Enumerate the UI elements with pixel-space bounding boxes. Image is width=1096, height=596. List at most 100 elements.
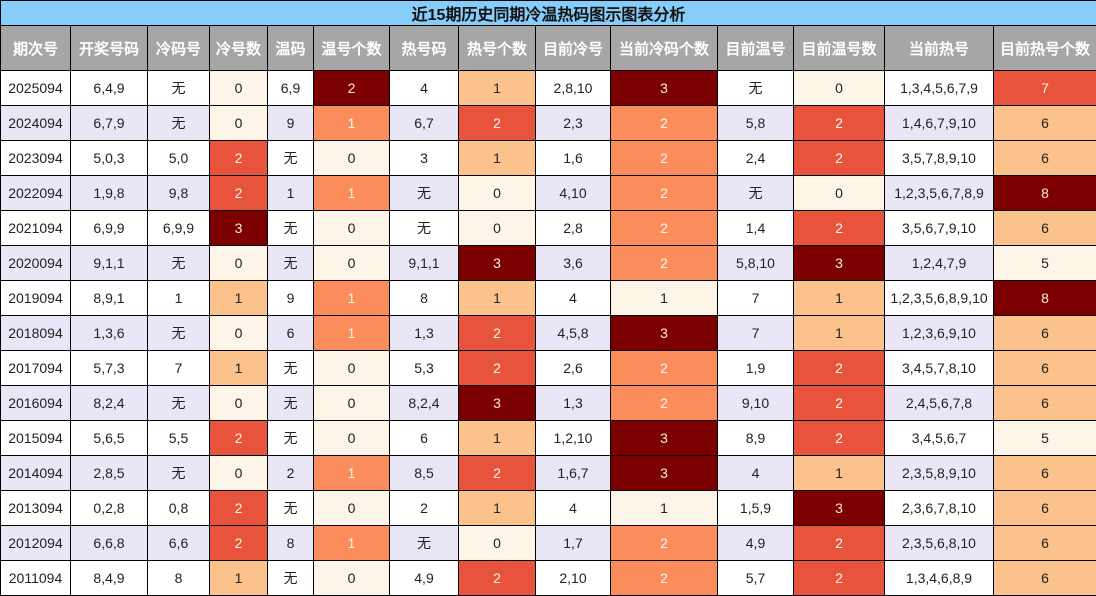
- cell-current-hot-count: 6: [994, 561, 1096, 596]
- cell-warm-count: 0: [314, 491, 390, 526]
- cell-cold: 7: [148, 351, 210, 386]
- cell-warm: 9: [268, 281, 314, 316]
- cell-current-warm: 9,10: [718, 386, 794, 421]
- cell-current-warm-count: 3: [794, 491, 885, 526]
- cell-current-warm: 无: [718, 71, 794, 106]
- cell-cold-count: 1: [210, 561, 268, 596]
- cell-warm-count: 1: [314, 106, 390, 141]
- cell-current-warm-count: 2: [794, 351, 885, 386]
- cell-current-hot-count: 6: [994, 456, 1096, 491]
- cell-warm: 8: [268, 526, 314, 561]
- cell-current-hot: 1,4,6,7,9,10: [885, 106, 994, 141]
- cell-warm-count: 0: [314, 351, 390, 386]
- cell-hot: 6,7: [390, 106, 459, 141]
- cell-warm: 无: [268, 211, 314, 246]
- cell-issue: 2015094: [1, 421, 71, 456]
- cell-current-warm-count: 2: [794, 141, 885, 176]
- cell-hot-count: 2: [459, 316, 536, 351]
- cell-issue: 2025094: [1, 71, 71, 106]
- cell-current-hot-count: 5: [994, 421, 1096, 456]
- cell-hot-count: 0: [459, 211, 536, 246]
- cell-current-warm: 7: [718, 281, 794, 316]
- cell-cold: 1: [148, 281, 210, 316]
- cell-current-hot: 1,2,3,5,6,8,9,10: [885, 281, 994, 316]
- cell-current-cold: 2,8: [536, 211, 611, 246]
- cell-current-hot: 1,3,4,5,6,7,9: [885, 71, 994, 106]
- column-header-current-hot-count: 目前热号个数: [994, 26, 1096, 71]
- cell-cold-count: 2: [210, 526, 268, 561]
- cell-hot: 4: [390, 71, 459, 106]
- cell-current-cold-count: 2: [611, 561, 718, 596]
- cell-current-cold: 1,3: [536, 386, 611, 421]
- cell-cold: 8: [148, 561, 210, 596]
- cell-warm: 无: [268, 351, 314, 386]
- cell-cold-count: 2: [210, 141, 268, 176]
- cell-hot-count: 2: [459, 106, 536, 141]
- cell-hot: 5,3: [390, 351, 459, 386]
- cell-cold: 无: [148, 386, 210, 421]
- cell-current-hot-count: 8: [994, 176, 1096, 211]
- column-header-current-hot: 当前热号: [885, 26, 994, 71]
- cell-current-warm-count: 0: [794, 176, 885, 211]
- cell-draw: 8,9,1: [71, 281, 148, 316]
- cell-hot: 8,2,4: [390, 386, 459, 421]
- cell-cold-count: 0: [210, 71, 268, 106]
- cell-cold-count: 0: [210, 106, 268, 141]
- cell-current-hot: 3,4,5,7,8,10: [885, 351, 994, 386]
- cell-cold: 无: [148, 71, 210, 106]
- cell-warm-count: 0: [314, 141, 390, 176]
- cell-warm: 无: [268, 491, 314, 526]
- cell-issue: 2016094: [1, 386, 71, 421]
- cell-hot: 8,5: [390, 456, 459, 491]
- cell-current-hot-count: 6: [994, 316, 1096, 351]
- cell-current-cold-count: 2: [611, 351, 718, 386]
- cell-warm: 6: [268, 316, 314, 351]
- cell-hot: 8: [390, 281, 459, 316]
- cell-current-cold-count: 2: [611, 246, 718, 281]
- column-header-warm-count: 温号个数: [314, 26, 390, 71]
- column-header-current-cold: 目前冷号: [536, 26, 611, 71]
- cell-current-hot: 2,3,5,8,9,10: [885, 456, 994, 491]
- cell-cold: 无: [148, 316, 210, 351]
- cell-hot: 无: [390, 211, 459, 246]
- column-header-hot-count: 热号个数: [459, 26, 536, 71]
- cell-hot-count: 0: [459, 526, 536, 561]
- cell-warm-count: 0: [314, 386, 390, 421]
- cell-current-hot-count: 6: [994, 351, 1096, 386]
- cell-draw: 8,2,4: [71, 386, 148, 421]
- cell-current-cold: 1,6,7: [536, 456, 611, 491]
- cell-current-warm-count: 0: [794, 71, 885, 106]
- cell-current-hot: 3,5,7,8,9,10: [885, 141, 994, 176]
- cell-current-hot-count: 5: [994, 246, 1096, 281]
- cell-issue: 2014094: [1, 456, 71, 491]
- cell-warm: 2: [268, 456, 314, 491]
- cell-draw: 5,6,5: [71, 421, 148, 456]
- cell-current-hot-count: 6: [994, 526, 1096, 561]
- cell-current-hot-count: 6: [994, 211, 1096, 246]
- cell-cold-count: 0: [210, 316, 268, 351]
- cell-warm-count: 1: [314, 526, 390, 561]
- cell-warm-count: 2: [314, 71, 390, 106]
- column-header-cold-count: 冷号数: [210, 26, 268, 71]
- cell-current-cold: 2,3: [536, 106, 611, 141]
- cell-current-warm: 7: [718, 316, 794, 351]
- cell-hot-count: 2: [459, 351, 536, 386]
- cell-warm-count: 1: [314, 281, 390, 316]
- cell-current-hot: 3,5,6,7,9,10: [885, 211, 994, 246]
- column-header-hot: 热号码: [390, 26, 459, 71]
- cell-hot: 9,1,1: [390, 246, 459, 281]
- cell-current-cold: 4,5,8: [536, 316, 611, 351]
- cell-current-cold-count: 2: [611, 106, 718, 141]
- cell-current-cold: 1,2,10: [536, 421, 611, 456]
- cell-issue: 2022094: [1, 176, 71, 211]
- cell-current-warm-count: 2: [794, 421, 885, 456]
- cell-current-cold-count: 2: [611, 526, 718, 561]
- cell-current-hot: 1,2,3,6,9,10: [885, 316, 994, 351]
- cell-warm: 无: [268, 421, 314, 456]
- cell-draw: 6,9,9: [71, 211, 148, 246]
- cell-draw: 6,4,9: [71, 71, 148, 106]
